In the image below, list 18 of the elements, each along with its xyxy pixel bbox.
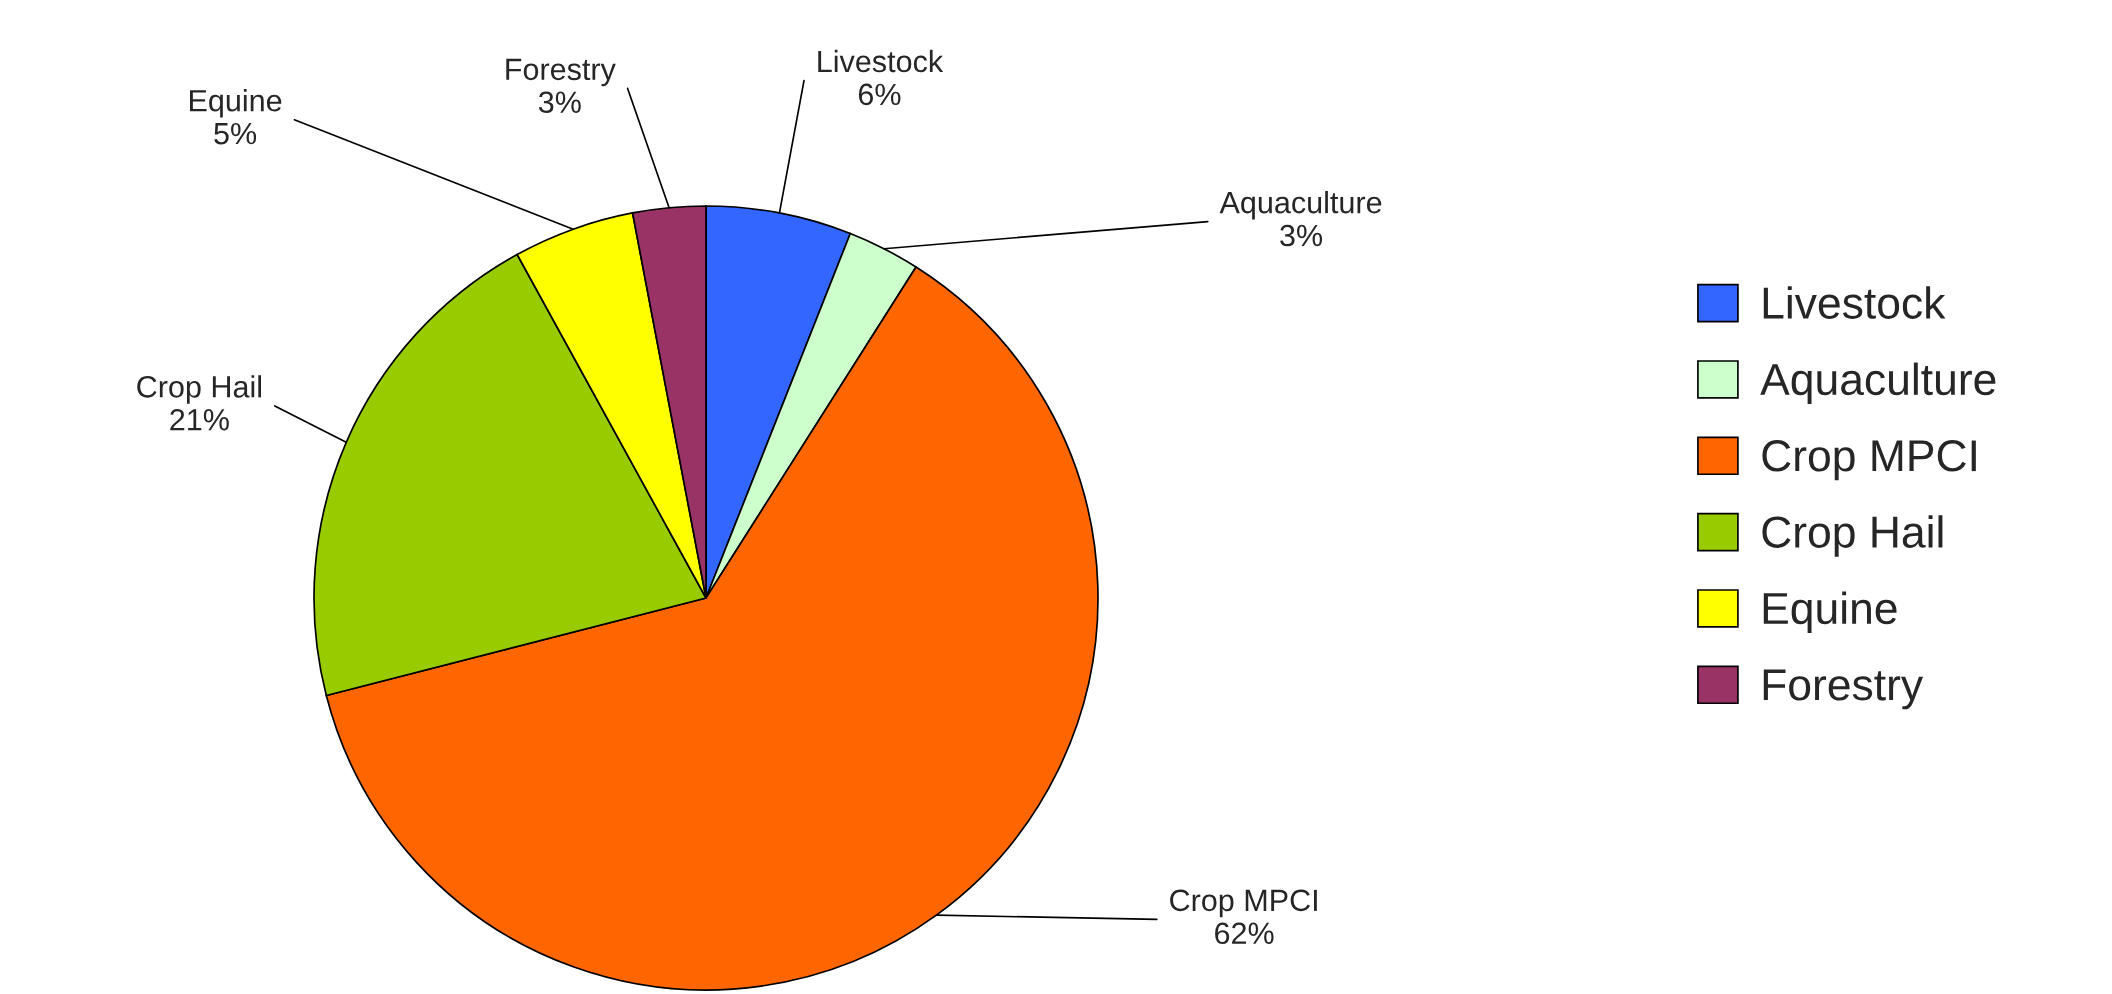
data-label: 5% xyxy=(214,122,257,145)
slice-label: Crop Hail xyxy=(137,375,261,404)
data-label: 6% xyxy=(858,83,901,106)
legend-label: Crop Hail xyxy=(1762,515,1943,557)
legend-label: Aquaculture xyxy=(1760,362,1996,404)
legend-label: Forestry xyxy=(1763,669,1924,710)
slice-label: Crop MPCI xyxy=(1170,889,1317,918)
data-label: 3% xyxy=(1280,224,1323,247)
legend-label: Crop MPCI xyxy=(1762,440,1976,481)
data-label: 62% xyxy=(1215,922,1274,945)
data-label: 21% xyxy=(170,408,229,431)
data-label: 3% xyxy=(538,91,581,114)
slice-label: Livestock xyxy=(818,49,944,73)
legend-label: Livestock xyxy=(1763,286,1946,319)
slice-label: Equine xyxy=(190,89,282,118)
slice-label: Forestry xyxy=(506,58,616,87)
slice-label: Aquaculture xyxy=(1219,190,1382,220)
legend-label: Equine xyxy=(1763,591,1897,633)
